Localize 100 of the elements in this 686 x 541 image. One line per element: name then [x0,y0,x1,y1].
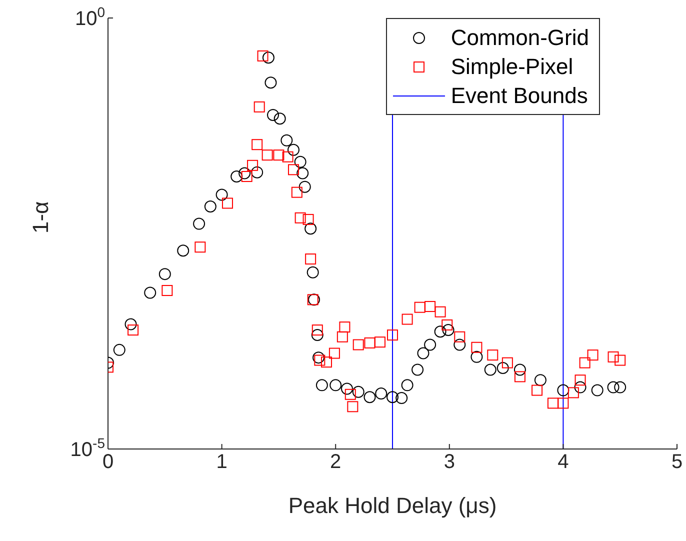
point [574,381,586,394]
point [352,339,364,350]
point [306,266,319,278]
legend-label: Simple-Pixel [450,54,574,80]
point [579,357,590,368]
point [162,284,173,296]
point [607,381,620,394]
point [557,384,570,396]
point [470,350,483,363]
point [274,112,286,125]
point [412,364,424,376]
point [280,134,293,146]
point [193,218,206,230]
point [568,387,579,398]
point [608,351,619,362]
point [402,314,413,325]
point [267,108,280,121]
point [352,386,364,398]
point [238,167,251,180]
point [514,364,526,376]
legend-label: Common-Grid [450,24,589,50]
point [288,164,299,176]
point [424,300,436,312]
point [547,398,558,409]
point [574,374,586,386]
point [204,200,216,213]
point [330,379,342,392]
point [442,319,453,330]
point [387,330,398,341]
point [287,144,300,156]
point [273,150,284,161]
point [484,364,496,376]
point [144,286,156,299]
point [364,337,376,348]
point [514,371,526,382]
point [254,101,265,112]
point [320,356,332,368]
point [312,324,323,336]
y-tick-label: 10$^{0}$ [74,4,106,30]
point [336,331,348,342]
point [216,188,228,201]
point [257,50,268,62]
point [294,156,306,168]
point [502,357,513,368]
point [374,336,386,348]
point [294,212,306,224]
point [558,398,569,409]
point [487,350,498,361]
point [442,324,454,336]
point [401,379,414,392]
point [158,268,171,280]
x-axis-title: Peak Hold Delay (μs) [288,493,497,518]
point [316,379,328,392]
point [128,324,139,336]
point [471,342,482,353]
point [113,344,126,356]
point [251,166,264,178]
point [496,362,509,374]
x-tick-label: 1 [216,451,228,473]
point [434,326,446,338]
point [386,391,398,404]
point [340,382,353,395]
point [247,160,258,171]
point [311,329,324,342]
point [591,384,604,396]
x-tick-label: 5 [671,451,683,473]
point [587,350,598,361]
x-tick-label: 0 [102,451,114,473]
point [305,254,316,265]
point [424,338,436,351]
point [328,348,340,359]
point [296,167,309,180]
x-tick-label: 4 [558,451,569,473]
point [302,214,314,225]
point [252,139,263,150]
point [262,52,274,64]
x-tick-label: 2 [330,451,342,473]
point [222,198,233,209]
point [124,318,137,330]
point [417,347,430,360]
point [314,354,326,366]
point [230,170,243,182]
point [414,302,426,313]
point [532,384,543,396]
ref-line-label: Event Bounds [450,82,588,108]
point [298,180,311,193]
point [194,242,206,253]
point [291,186,302,198]
point [454,331,466,342]
y-axis-title: 1-α [28,200,53,234]
point [396,392,408,404]
point [339,322,350,333]
point [454,338,466,351]
point [434,306,446,318]
point [282,151,294,162]
point [364,391,376,404]
point [312,352,325,364]
point [375,388,388,400]
point [614,381,626,394]
point [241,170,252,182]
